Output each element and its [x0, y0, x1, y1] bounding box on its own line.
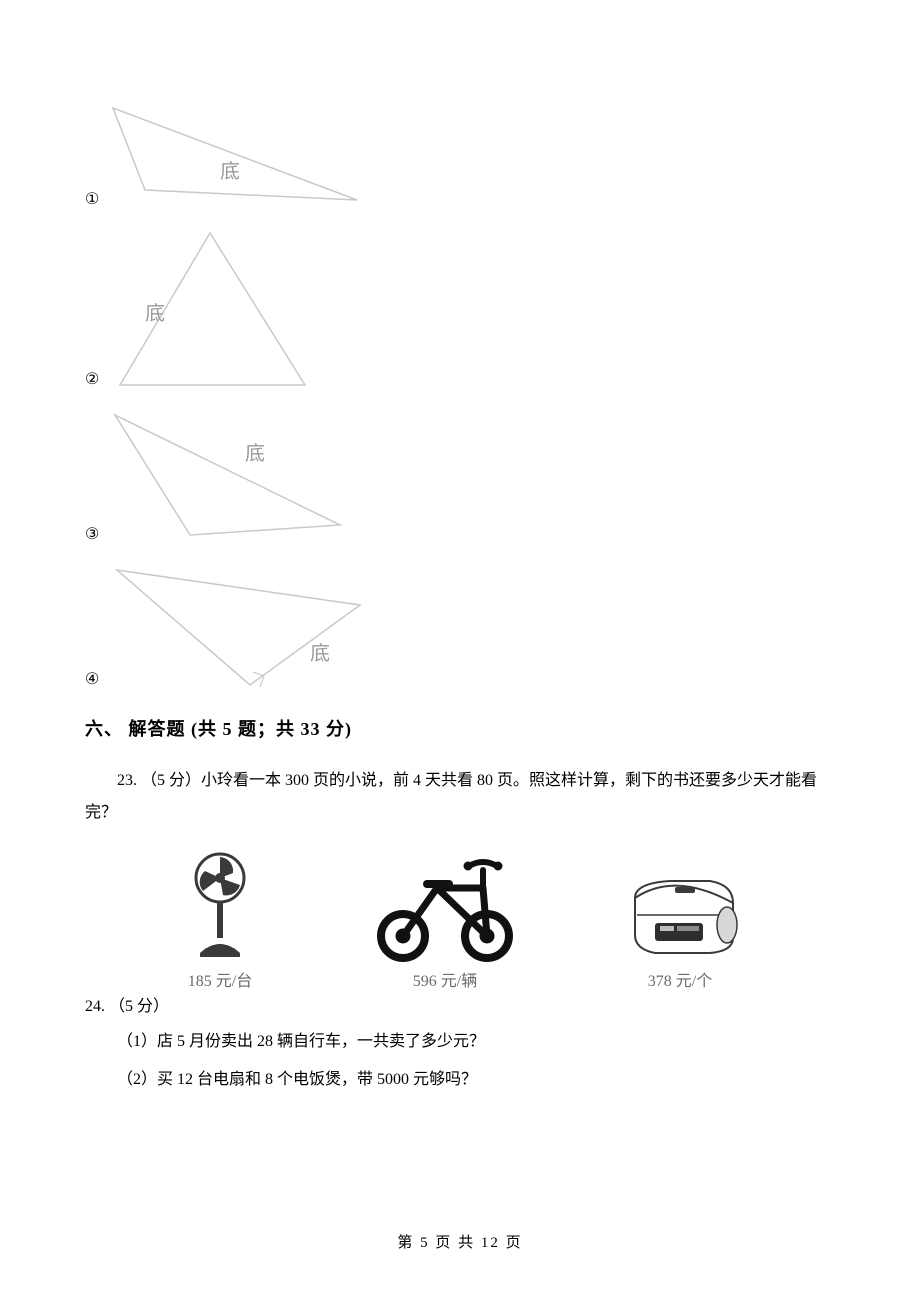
fan-icon [165, 843, 275, 963]
cooker-price: 378 元/个 [648, 967, 712, 991]
section-heading: 六、 解答题 (共 5 题；共 33 分) [85, 715, 835, 741]
figure-2-label: ② [85, 369, 99, 389]
figure-4-label: ④ [85, 669, 99, 689]
product-cooker: 378 元/个 [615, 863, 745, 991]
triangle-2-svg: 底 [105, 225, 320, 395]
product-bike: 596 元/辆 [365, 848, 525, 991]
products-row: 185 元/台 [165, 843, 835, 991]
figure-3: ③ 底 [85, 405, 835, 550]
page-footer: 第 5 页 共 12 页 [0, 1231, 920, 1252]
bike-icon [365, 848, 525, 963]
triangle-4-base-text: 底 [310, 642, 330, 665]
q23-line1: 23. （5 分）小玲看一本 300 页的小说，前 4 天共看 80 页。照这样… [85, 765, 835, 797]
figure-4: ④ 底 [85, 560, 835, 695]
triangle-1-base-text: 底 [220, 160, 240, 183]
cooker-icon [615, 863, 745, 963]
fan-price: 185 元/台 [188, 967, 252, 991]
q23-prefix: 23. （5 分） [117, 772, 201, 789]
product-fan: 185 元/台 [165, 843, 275, 991]
q23-line2: 完？ [85, 797, 835, 829]
figure-1-label: ① [85, 189, 99, 209]
bike-price: 596 元/辆 [413, 967, 477, 991]
triangle-2-base-text: 底 [145, 302, 165, 325]
triangle-3-svg: 底 [105, 405, 350, 550]
figure-1: ① 底 [85, 100, 835, 215]
triangle-1-svg: 底 [105, 100, 365, 215]
q24-prefix: 24. （5 分） [85, 991, 169, 1023]
q24-sub2: （2）买 12 台电扇和 8 个电饭煲，带 5000 元够吗？ [85, 1061, 835, 1099]
q23-text: 小玲看一本 300 页的小说，前 4 天共看 80 页。照这样计算，剩下的书还要… [201, 772, 817, 789]
q24-sub1: （1）店 5 月份卖出 28 辆自行车，一共卖了多少元？ [85, 1023, 835, 1061]
q24-prefix-line: 24. （5 分） [85, 991, 835, 1023]
figure-2: ② 底 [85, 225, 835, 395]
triangle-4-svg: 底 [105, 560, 370, 695]
triangle-3-base-text: 底 [245, 442, 265, 465]
figure-3-label: ③ [85, 524, 99, 544]
